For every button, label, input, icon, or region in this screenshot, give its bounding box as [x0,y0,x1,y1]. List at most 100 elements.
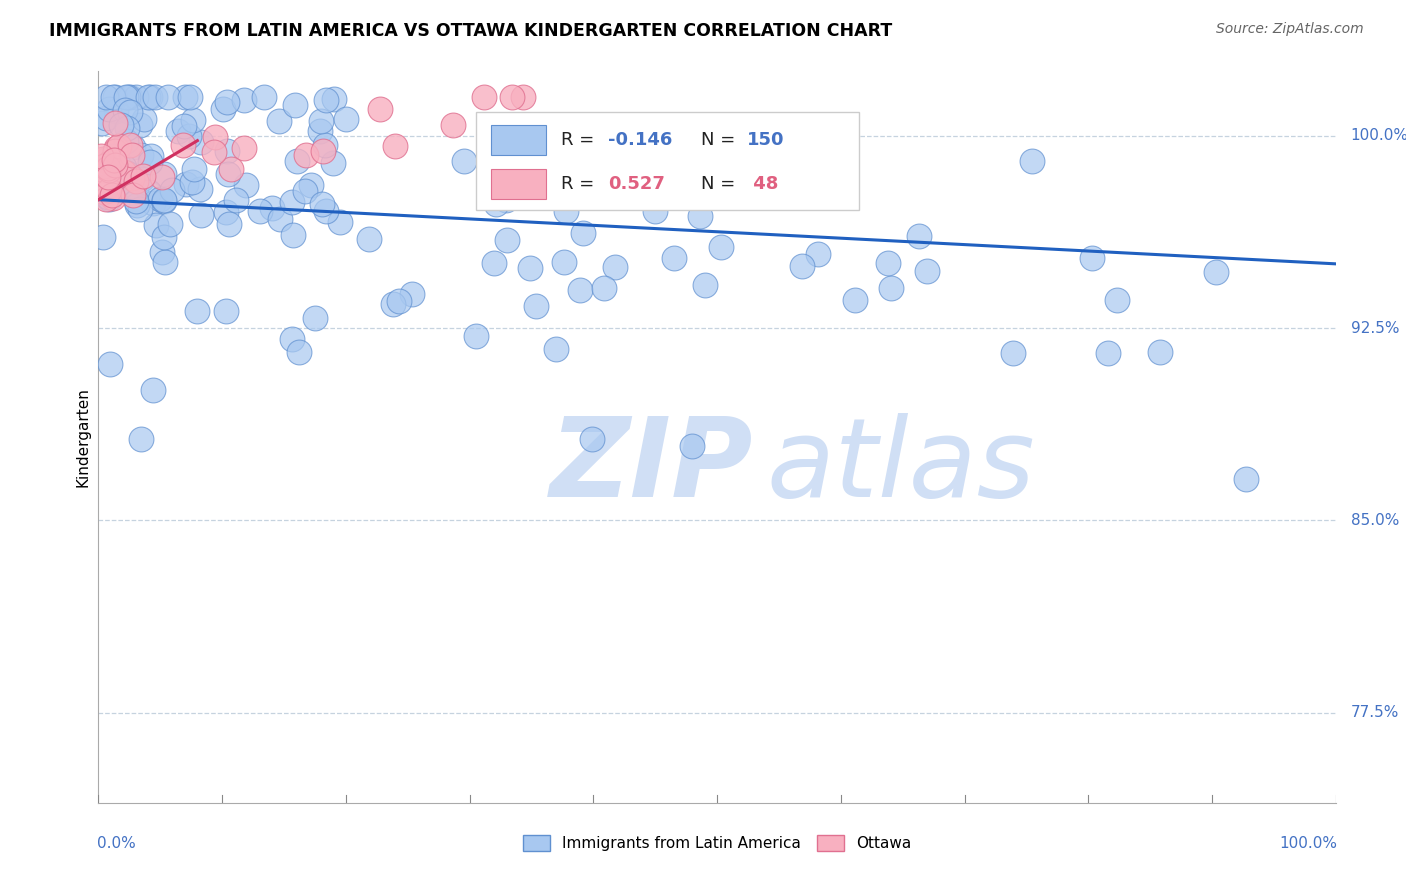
Point [700,178,723,193]
Point [387,293,409,308]
Point [179,90,201,104]
Point [204,129,226,144]
Point [1105,293,1128,308]
Point [281,227,304,242]
Point [101,191,124,205]
Point [202,145,225,159]
Legend: Immigrants from Latin America, Ottawa: Immigrants from Latin America, Ottawa [516,829,918,857]
Point [190,135,212,149]
Point [98,357,121,371]
Point [538,178,561,192]
Point [581,432,603,446]
Point [103,156,125,170]
Point [323,92,346,106]
Point [100,149,122,163]
Point [96,153,118,167]
Point [117,90,139,104]
Point [269,212,291,227]
Point [879,281,901,295]
Point [1149,344,1171,359]
Point [249,204,271,219]
Point [1205,265,1227,279]
Point [1234,472,1257,486]
Point [219,161,242,176]
Point [114,103,136,117]
Point [120,137,142,152]
Point [100,151,122,165]
Point [96,183,118,197]
Point [877,256,900,270]
Point [103,90,125,104]
Point [225,193,247,207]
Point [94,161,117,175]
Point [125,174,148,188]
Point [97,192,120,206]
Point [217,144,239,158]
Text: N =: N = [702,131,741,149]
Point [131,172,153,186]
Point [484,255,506,269]
Point [807,247,830,261]
Point [181,175,204,189]
Point [136,90,159,104]
Point [173,119,195,133]
Point [215,205,238,219]
Point [474,90,496,104]
Point [149,193,172,207]
Point [91,116,114,130]
Text: R =: R = [561,175,600,193]
Text: 0.527: 0.527 [609,175,665,193]
Point [108,176,131,190]
Point [98,179,121,194]
Point [790,259,813,273]
Point [593,281,616,295]
Point [157,90,180,104]
Point [125,194,148,209]
Point [105,166,128,180]
Point [97,169,120,184]
Point [453,154,475,169]
Y-axis label: Kindergarten: Kindergarten [75,387,90,487]
Point [93,159,115,173]
Text: IMMIGRANTS FROM LATIN AMERICA VS OTTAWA KINDERGARTEN CORRELATION CHART: IMMIGRANTS FROM LATIN AMERICA VS OTTAWA … [49,22,893,40]
Point [186,304,208,318]
Text: Source: ZipAtlas.com: Source: ZipAtlas.com [1216,22,1364,37]
Point [91,153,114,167]
Point [177,129,200,144]
Point [689,209,711,223]
Point [97,162,120,177]
Point [152,169,174,184]
Point [501,90,523,104]
Point [217,168,239,182]
Text: 85.0%: 85.0% [1351,513,1399,528]
Point [908,229,931,244]
Point [94,192,117,206]
Point [311,113,333,128]
Point [299,178,322,192]
Point [233,141,256,155]
Point [401,286,423,301]
Point [285,153,308,168]
Point [129,202,152,216]
Point [519,260,541,275]
Point [125,180,148,194]
Point [160,183,183,197]
Point [357,232,380,246]
Point [97,161,120,175]
Point [673,167,696,181]
Point [155,254,177,268]
Text: 100.0%: 100.0% [1279,836,1337,851]
Point [315,204,337,219]
Point [153,193,176,207]
Point [215,303,238,318]
Point [188,181,211,195]
Point [115,120,138,135]
Point [112,160,135,174]
Point [1080,252,1102,266]
Point [98,102,121,116]
Point [262,201,284,215]
Point [131,432,153,446]
Point [384,138,406,153]
Point [464,329,486,343]
Point [235,178,257,192]
